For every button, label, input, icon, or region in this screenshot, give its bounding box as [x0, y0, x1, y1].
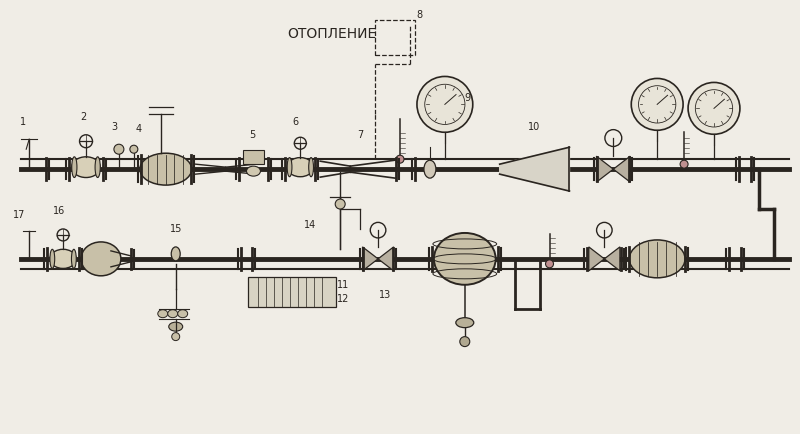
Ellipse shape [287, 158, 292, 178]
Ellipse shape [158, 310, 168, 318]
Ellipse shape [178, 310, 188, 318]
Ellipse shape [309, 158, 314, 178]
Text: 8: 8 [417, 10, 423, 20]
Ellipse shape [72, 158, 100, 178]
Circle shape [460, 337, 470, 347]
Polygon shape [500, 148, 570, 192]
Polygon shape [589, 247, 604, 271]
Circle shape [130, 146, 138, 154]
Circle shape [688, 83, 740, 135]
Ellipse shape [424, 161, 436, 179]
Text: 5: 5 [250, 130, 255, 140]
Ellipse shape [50, 250, 54, 269]
Ellipse shape [456, 318, 474, 328]
Text: 16: 16 [53, 206, 66, 216]
Text: 15: 15 [170, 224, 182, 233]
Polygon shape [378, 247, 394, 271]
Circle shape [546, 260, 554, 268]
Text: ОТОПЛЕНИЕ: ОТОПЛЕНИЕ [287, 26, 377, 41]
Circle shape [172, 333, 180, 341]
Text: 3: 3 [111, 122, 117, 132]
Ellipse shape [246, 167, 261, 177]
Bar [375, 20, 415, 56]
Ellipse shape [71, 250, 76, 269]
Circle shape [631, 79, 683, 131]
Text: 9: 9 [465, 93, 471, 103]
Circle shape [396, 156, 404, 164]
Text: 12: 12 [337, 293, 350, 303]
Text: 13: 13 [379, 289, 391, 299]
Ellipse shape [335, 200, 345, 210]
Circle shape [680, 161, 688, 169]
Text: 10: 10 [529, 122, 541, 132]
Text: 7: 7 [357, 130, 363, 140]
Ellipse shape [168, 310, 178, 318]
Ellipse shape [169, 322, 182, 332]
Ellipse shape [72, 158, 77, 178]
Text: 4: 4 [136, 124, 142, 134]
Text: 6: 6 [292, 117, 298, 127]
Ellipse shape [434, 233, 496, 285]
Circle shape [114, 145, 124, 155]
Circle shape [417, 77, 473, 133]
Ellipse shape [50, 250, 76, 269]
Ellipse shape [630, 240, 685, 278]
Polygon shape [614, 157, 630, 183]
Ellipse shape [81, 242, 121, 276]
Text: 2: 2 [80, 112, 86, 122]
Polygon shape [362, 247, 378, 271]
Ellipse shape [95, 158, 100, 178]
Text: 1: 1 [20, 117, 26, 127]
Text: 11: 11 [337, 279, 350, 289]
Ellipse shape [171, 247, 180, 261]
Polygon shape [604, 247, 620, 271]
Ellipse shape [140, 154, 192, 186]
Ellipse shape [287, 158, 314, 178]
Polygon shape [597, 157, 614, 183]
Text: 14: 14 [304, 220, 317, 230]
Bar [242, 151, 265, 165]
Bar [249, 277, 336, 307]
Text: 17: 17 [13, 210, 26, 220]
